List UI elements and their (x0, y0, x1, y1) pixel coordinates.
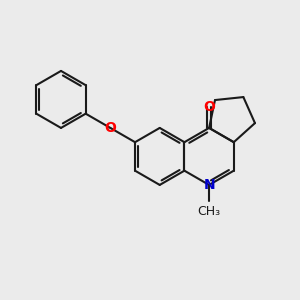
Text: O: O (104, 121, 116, 135)
Text: O: O (203, 100, 215, 114)
Text: CH₃: CH₃ (197, 205, 221, 218)
Text: N: N (203, 178, 215, 192)
